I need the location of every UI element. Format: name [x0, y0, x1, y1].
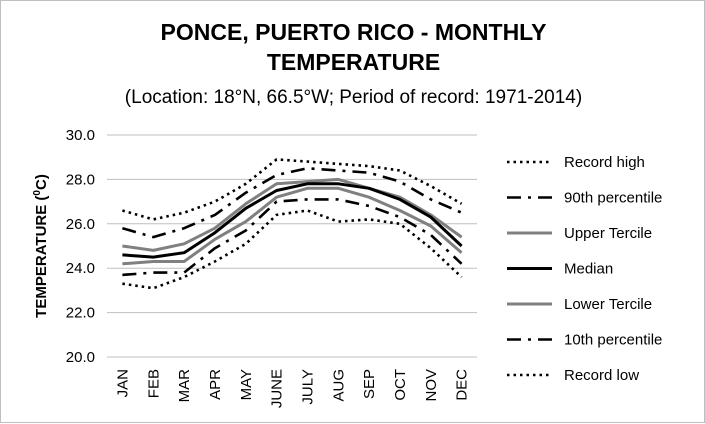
x-tick-label: FEB	[145, 369, 162, 398]
x-tick-label: DEC	[454, 369, 471, 401]
x-tick-label: MAR	[176, 369, 193, 403]
y-axis-label-superscript: 0	[32, 190, 43, 196]
y-tick-labels: 20.0 22.0 24.0 26.0 28.0 30.0	[66, 127, 95, 366]
chart-title: PONCE, PUERTO RICO - MONTHLY TEMPERATURE	[1, 17, 705, 77]
x-tick-label: AUG	[330, 369, 347, 402]
series-line-record-low	[122, 209, 463, 290]
legend-label-90th-percentile: 90th percentile	[564, 190, 662, 207]
x-tick-label: APR	[207, 369, 224, 400]
legend-label-record-low: Record low	[564, 367, 639, 384]
series-line-record-high	[122, 158, 463, 221]
y-tick-label: 22.0	[66, 305, 95, 322]
y-tick-label: 30.0	[66, 127, 95, 144]
y-axis-label: TEMPERATURE (0C)	[32, 174, 50, 318]
legend-label-upper-tercile: Upper Tercile	[564, 225, 652, 242]
legend-label-record-high: Record high	[564, 154, 645, 171]
legend-label-10th-percentile: 10th percentile	[564, 332, 662, 349]
y-tick-label: 20.0	[66, 349, 95, 366]
chart-title-line-1: PONCE, PUERTO RICO - MONTHLY	[160, 19, 547, 45]
chart-subtitle: (Location: 18°N, 66.5°W; Period of recor…	[124, 87, 583, 108]
series-lines	[122, 158, 463, 290]
x-tick-label: MAY	[238, 369, 255, 400]
y-axis-label-main: TEMPERATURE (	[33, 196, 50, 318]
series-line-10th-percentile	[122, 198, 463, 277]
gridlines	[107, 134, 477, 358]
x-tick-label: OCT	[392, 369, 409, 401]
legend-label-lower-tercile: Lower Tercile	[564, 296, 652, 313]
x-tick-labels: JAN FEB MAR APR MAY JUNE JULY AUG SEP OCT NOV DEC	[114, 369, 470, 408]
y-tick-label: 24.0	[66, 260, 95, 277]
chart-title-line-2: TEMPERATURE	[266, 49, 441, 75]
series-line-upper-tercile	[122, 177, 463, 252]
y-axis-label-end: C)	[33, 174, 50, 190]
x-tick-label: SEP	[361, 369, 378, 399]
legend-label-median: Median	[564, 261, 613, 278]
legend: Record high 90th percentile Upper Tercile M…	[507, 154, 662, 384]
y-tick-label: 28.0	[66, 171, 95, 188]
x-tick-label: NOV	[423, 369, 440, 402]
x-tick-label: JUNE	[269, 369, 286, 408]
x-tick-label: JAN	[114, 369, 131, 397]
series-line-lower-tercile	[122, 186, 463, 266]
x-tick-label: JULY	[299, 369, 316, 405]
y-tick-label: 26.0	[66, 216, 95, 233]
series-line-90th-percentile	[122, 167, 463, 239]
series-line-median	[122, 182, 463, 259]
